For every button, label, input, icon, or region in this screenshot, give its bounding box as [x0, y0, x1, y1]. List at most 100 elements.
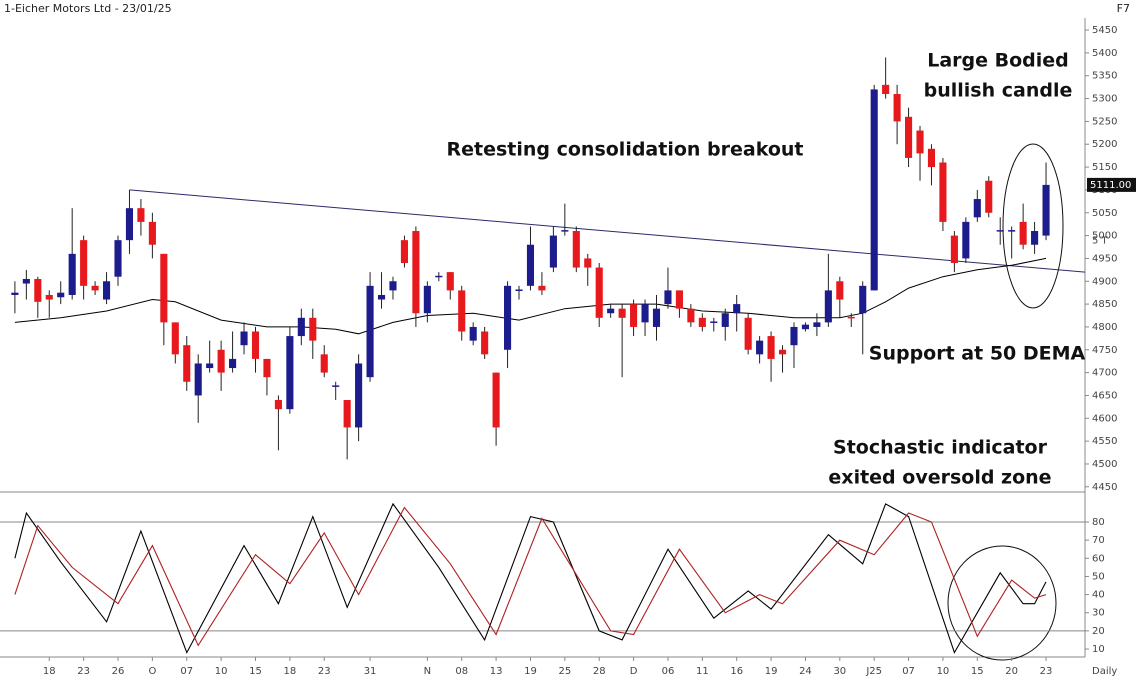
candle-body	[962, 221, 970, 259]
candle-body	[572, 231, 580, 268]
candle-body	[561, 230, 569, 232]
candle-body	[103, 281, 111, 300]
candle-body	[641, 304, 649, 323]
y-tick-label: 4700	[1092, 368, 1117, 379]
candle-body	[11, 292, 19, 295]
candle-body	[68, 253, 76, 295]
x-tick-label: 24	[799, 666, 812, 677]
x-tick-label: 26	[112, 666, 125, 677]
x-tick-label: 07	[180, 666, 193, 677]
candle-body	[423, 285, 431, 314]
x-tick-label: 10	[215, 666, 228, 677]
y-tick-label: 5050	[1092, 208, 1117, 219]
chart-title: 1-Eicher Motors Ltd - 23/01/25	[4, 2, 172, 15]
candle-body	[549, 235, 557, 268]
y-tick-label: 4650	[1092, 390, 1117, 401]
candle-body	[481, 331, 489, 355]
candle-body	[458, 290, 466, 332]
trendline	[129, 189, 1086, 273]
annotation: Retesting consolidation breakout	[446, 139, 803, 161]
candle-body	[412, 231, 420, 314]
candle-body	[435, 275, 443, 278]
candle-body	[630, 304, 638, 327]
y-tick-label: 4950	[1092, 253, 1117, 264]
x-tick-label: 31	[364, 666, 377, 677]
candle-body	[595, 267, 603, 318]
stochastic-line	[14, 502, 1047, 654]
axis-note: 5 T	[1092, 236, 1109, 247]
candle-body	[57, 292, 65, 298]
x-tick-label: 23	[77, 666, 90, 677]
candle-body	[664, 290, 672, 305]
highlight-circle	[1002, 143, 1064, 309]
candle-body	[389, 281, 397, 291]
x-tick-label: 19	[524, 666, 537, 677]
candle-body	[274, 400, 282, 410]
candle-body	[309, 317, 317, 341]
candle-body	[927, 148, 936, 168]
y-tick-label: 5400	[1092, 48, 1117, 59]
x-tick-label: 25	[558, 666, 571, 677]
candle-body	[905, 116, 913, 158]
x-tick-label: 18	[43, 666, 56, 677]
candle-body	[721, 313, 729, 327]
x-axis-label: Daily	[1092, 666, 1117, 677]
y-tick-label: 70	[1092, 535, 1105, 546]
x-tick-label: 13	[490, 666, 503, 677]
candle-body	[882, 84, 890, 94]
candle-body	[125, 208, 134, 241]
candle-body	[194, 363, 202, 396]
shortcut: F7	[1117, 2, 1130, 15]
annotation: Large Bodied	[927, 50, 1069, 72]
candle-body	[584, 258, 592, 268]
x-tick-label: 11	[696, 666, 709, 677]
candle-body	[756, 340, 764, 355]
candle-body	[950, 235, 958, 263]
y-tick-label: 5450	[1092, 25, 1117, 36]
candle-body	[515, 289, 523, 291]
candle-body	[114, 240, 122, 277]
y-tick-label: 5150	[1092, 162, 1117, 173]
dema-line	[14, 257, 1047, 335]
candle-body	[778, 349, 787, 355]
x-tick-label: O	[148, 666, 156, 677]
candle-body	[801, 324, 809, 330]
candle-body	[492, 372, 500, 428]
x-tick-label: 23	[1040, 666, 1053, 677]
candle-body	[332, 385, 340, 387]
y-tick-label: 10	[1092, 644, 1105, 655]
candle-body	[80, 240, 88, 286]
candle-body	[137, 208, 145, 222]
candle-body	[160, 253, 168, 323]
candle-body	[366, 285, 374, 378]
candle-body	[710, 321, 718, 323]
x-tick-label: 10	[937, 666, 950, 677]
candle-body	[687, 308, 695, 323]
candle-body	[1019, 221, 1027, 245]
candle-body	[526, 244, 535, 286]
candle-body	[652, 308, 661, 327]
candle-body	[206, 363, 214, 369]
stochastic-line	[14, 506, 1047, 647]
y-tick-label: 50	[1092, 571, 1105, 582]
y-tick-label: 80	[1092, 517, 1105, 528]
candle-body	[973, 199, 981, 218]
candle-body	[34, 278, 42, 302]
x-tick-label: D	[630, 666, 638, 677]
candle-body	[286, 336, 294, 410]
candle-body	[343, 400, 351, 428]
candle-body	[847, 316, 855, 319]
candle-body	[183, 345, 191, 382]
candle-body	[824, 290, 832, 323]
candle-body	[836, 281, 844, 300]
candle-body	[893, 93, 901, 122]
annotation: Support at 50 DEMA	[869, 343, 1086, 365]
candle-body	[733, 304, 741, 314]
x-tick-label: 16	[730, 666, 743, 677]
x-tick-label: J25	[865, 666, 882, 677]
x-tick-label: 20	[1005, 666, 1018, 677]
candle-body	[446, 272, 454, 291]
candle-body	[320, 354, 328, 373]
annotation: bullish candle	[924, 80, 1073, 102]
